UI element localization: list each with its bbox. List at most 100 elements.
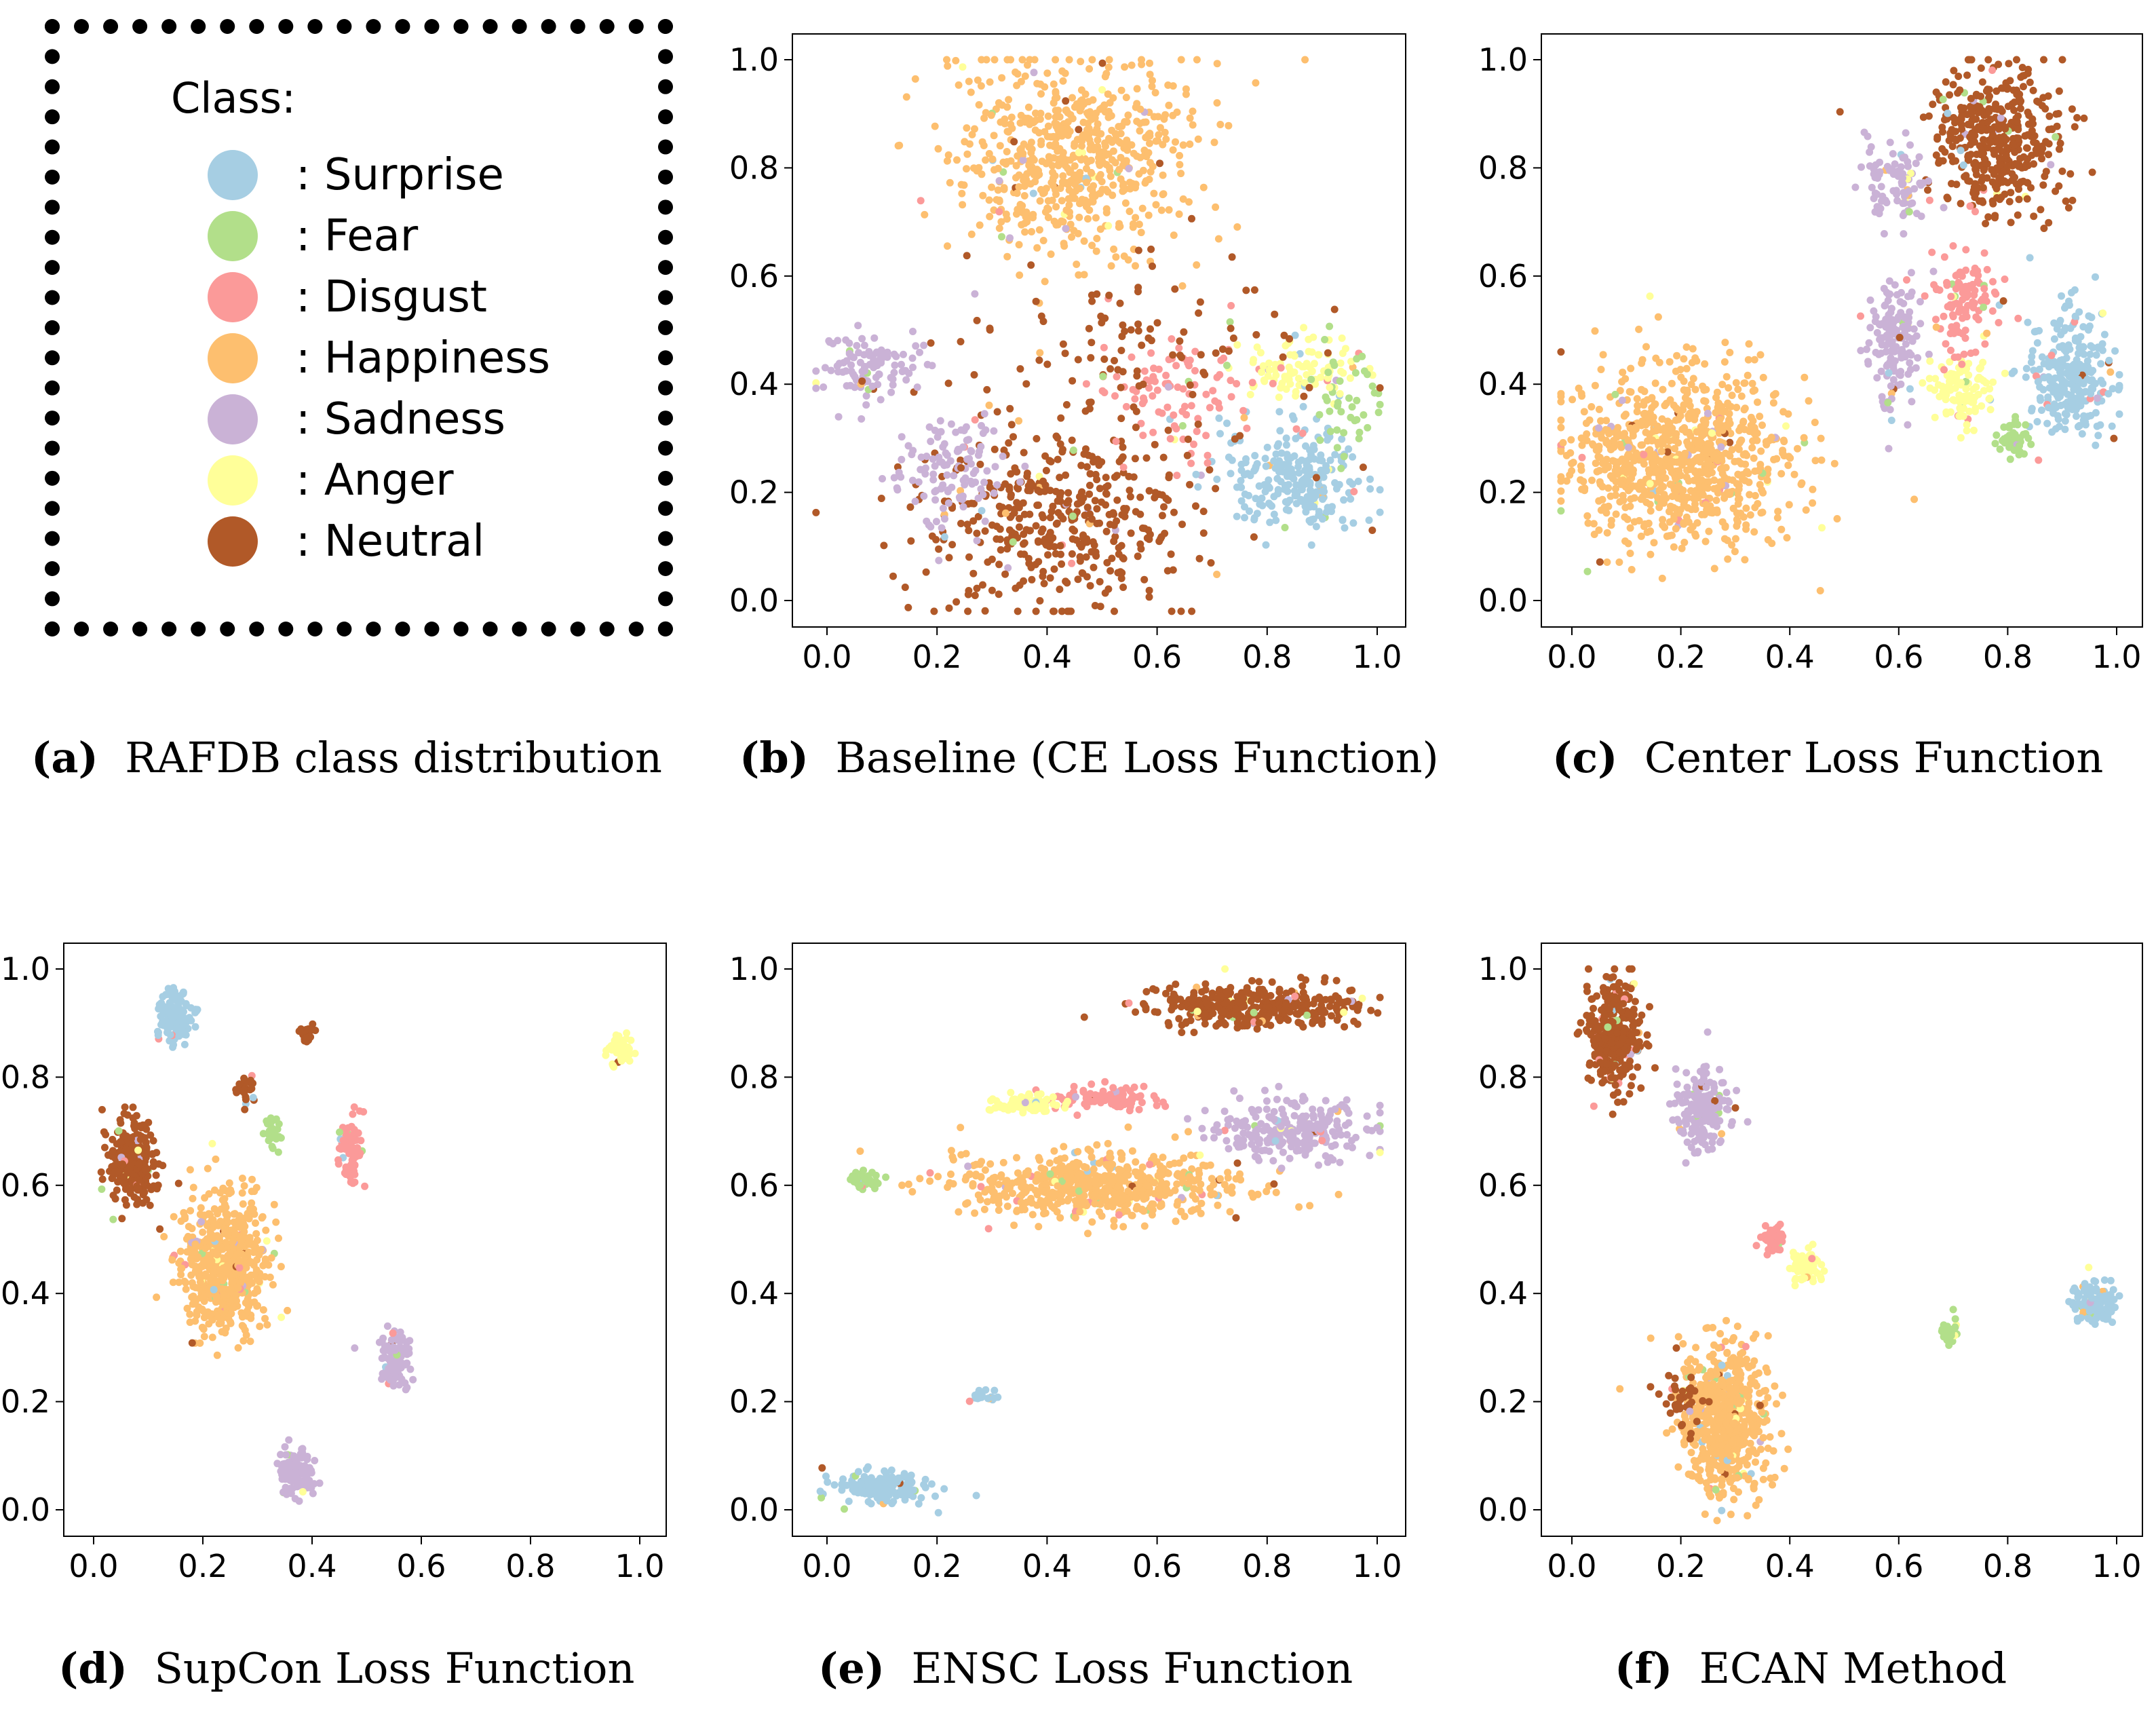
data-point <box>1134 552 1142 560</box>
data-point <box>1603 529 1611 537</box>
data-point <box>1227 470 1235 478</box>
data-point <box>1133 85 1141 93</box>
data-point <box>1989 378 1997 386</box>
data-point <box>1906 385 1914 393</box>
data-point <box>1117 347 1125 354</box>
data-point <box>1005 96 1013 104</box>
data-point <box>1150 189 1158 197</box>
data-point <box>1903 276 1910 284</box>
data-point <box>1177 56 1185 64</box>
data-point <box>1194 483 1202 491</box>
data-point <box>1204 451 1212 459</box>
data-point <box>1733 404 1741 411</box>
data-point <box>1022 208 1031 216</box>
data-point <box>1241 514 1248 522</box>
data-point <box>2023 195 2031 203</box>
data-point <box>1093 505 1101 513</box>
data-point <box>1068 559 1076 567</box>
data-point <box>1193 427 1201 436</box>
data-point <box>1889 150 1897 158</box>
data-point <box>2108 422 2116 430</box>
data-point <box>191 1023 199 1031</box>
data-point <box>1940 204 1948 212</box>
data-point <box>991 463 999 471</box>
data-point <box>936 417 944 425</box>
data-point <box>1082 553 1090 561</box>
legend-box <box>45 19 673 636</box>
data-point <box>1225 121 1233 130</box>
data-point <box>181 1215 189 1223</box>
data-point <box>979 581 986 589</box>
data-point <box>1035 226 1043 234</box>
data-point <box>135 1185 143 1193</box>
data-point <box>2044 92 2052 100</box>
data-point <box>1980 166 1988 174</box>
data-point <box>1360 367 1368 375</box>
data-point <box>1282 434 1290 442</box>
data-point <box>1880 230 1888 237</box>
data-point <box>2024 318 2032 326</box>
data-point <box>1986 406 1995 414</box>
data-point <box>1024 487 1032 495</box>
data-point <box>1689 345 1697 353</box>
data-point <box>1575 384 1583 392</box>
data-point <box>2073 412 2080 420</box>
data-point <box>1253 343 1261 351</box>
data-point <box>2067 288 2075 297</box>
data-point <box>1957 199 1965 208</box>
data-point <box>1096 577 1104 586</box>
data-point <box>194 1253 202 1261</box>
data-point <box>980 478 988 487</box>
data-point <box>1152 201 1160 209</box>
data-point <box>1036 596 1044 605</box>
data-point <box>1162 495 1170 503</box>
data-point <box>1160 503 1168 511</box>
data-point <box>1188 607 1196 615</box>
data-point <box>1189 107 1197 115</box>
data-point <box>1016 119 1024 127</box>
data-point <box>1275 394 1283 401</box>
data-point <box>244 1209 252 1217</box>
data-point <box>1017 550 1024 558</box>
data-point <box>1111 607 1118 615</box>
data-point <box>931 122 939 130</box>
data-point <box>898 368 906 375</box>
data-point <box>120 1173 128 1181</box>
data-point <box>940 533 948 541</box>
data-point <box>275 1234 282 1242</box>
data-point <box>1215 414 1223 422</box>
data-point <box>1100 355 1109 363</box>
data-point <box>2011 159 2020 168</box>
data-point <box>2038 142 2046 150</box>
data-point <box>1999 297 2007 305</box>
data-point <box>1830 459 1839 468</box>
data-point <box>968 130 976 138</box>
data-point <box>1029 214 1037 222</box>
data-point <box>923 453 931 460</box>
data-point <box>1172 138 1179 146</box>
data-point <box>1708 429 1716 437</box>
data-point <box>1110 537 1118 546</box>
data-point <box>1583 430 1591 438</box>
data-point <box>1000 185 1008 193</box>
data-point <box>1365 516 1373 525</box>
legend-title: Class: <box>171 73 296 123</box>
data-point <box>1970 426 1978 434</box>
data-point <box>1052 550 1060 558</box>
data-point <box>1193 56 1201 64</box>
data-point <box>1013 81 1021 90</box>
data-point <box>1604 439 1612 447</box>
data-point <box>1223 362 1231 369</box>
data-point <box>921 210 929 218</box>
data-point <box>1915 153 1923 161</box>
data-point <box>1944 109 1952 117</box>
data-point <box>1933 135 1942 143</box>
data-point <box>1003 545 1012 553</box>
data-point <box>1964 121 1972 128</box>
data-point <box>2038 353 2046 361</box>
y-tick-label: 0.4 <box>729 366 779 402</box>
data-point <box>1081 90 1090 98</box>
data-point <box>917 197 925 205</box>
data-point <box>1060 242 1069 250</box>
data-point <box>1030 69 1038 77</box>
